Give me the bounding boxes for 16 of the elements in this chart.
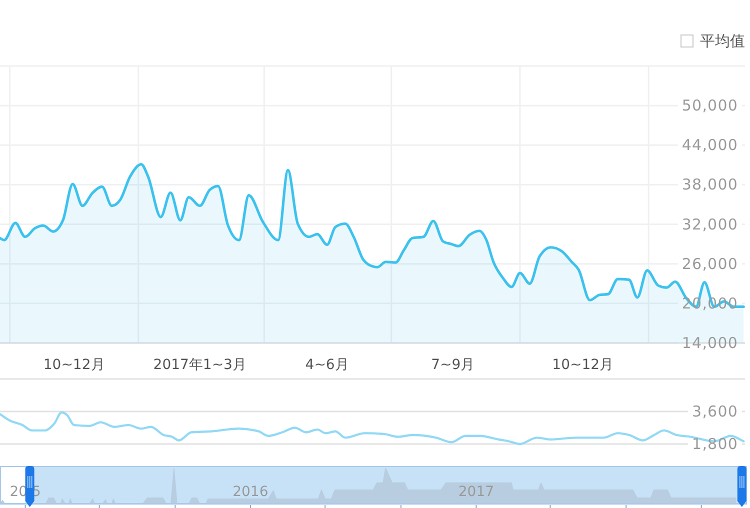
- y-tick-label: 3,600: [692, 402, 738, 420]
- x-tick-label: 4~6月: [305, 357, 349, 373]
- y-tick-label: 50,000: [682, 96, 738, 115]
- x-tick-label: 2017年1~3月: [153, 357, 246, 373]
- text: 平均值: [700, 32, 745, 50]
- y-tick-label: 38,000: [682, 176, 738, 194]
- x-tick-label: 10~12月: [43, 357, 105, 373]
- y-tick-label: 44,000: [682, 136, 738, 154]
- y-tick-label: 14,000: [682, 334, 738, 352]
- y-tick-label: 32,000: [682, 215, 738, 234]
- x-tick-label: 2016: [232, 484, 268, 500]
- x-tick-label: 7~9月: [431, 357, 475, 373]
- y-tick-label: 26,000: [682, 254, 738, 273]
- x-tick-label: 10~12月: [552, 357, 614, 373]
- x-tick-label: 2017: [458, 484, 494, 500]
- y-tick-label: 1,800: [692, 435, 738, 453]
